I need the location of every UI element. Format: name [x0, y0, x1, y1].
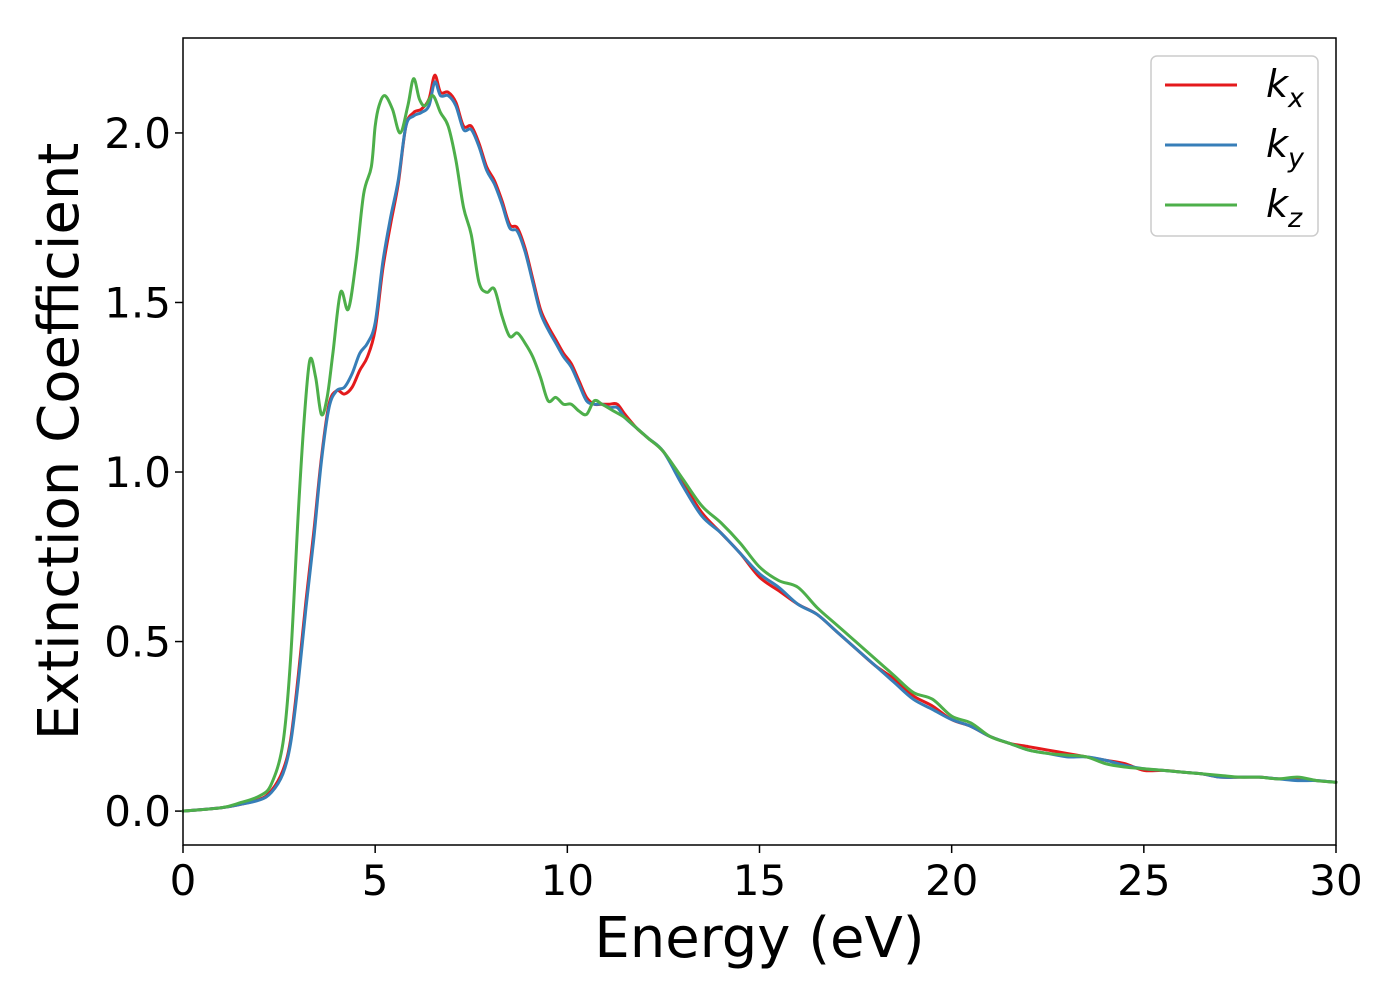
x-tick-label: 25 — [1117, 856, 1170, 905]
plot-area-frame — [182, 37, 1337, 846]
legend-label-kx: kx — [1266, 62, 1305, 114]
x-tick-label: 5 — [362, 856, 389, 905]
y-tick-label: 0.5 — [104, 618, 171, 667]
legend: kx ky kz — [1150, 55, 1319, 237]
y-tick-label: 2.0 — [104, 109, 171, 158]
x-tick-label: 10 — [541, 856, 594, 905]
legend-label-ky: ky — [1266, 122, 1305, 174]
x-tick-label: 15 — [733, 856, 786, 905]
y-tick-label: 1.5 — [104, 278, 171, 327]
y-tick-label: 0.0 — [104, 787, 171, 836]
y-axis-label: Extinction Coefficient — [27, 143, 92, 741]
x-tick-label: 0 — [170, 856, 197, 905]
x-tick-label: 20 — [925, 856, 978, 905]
series-lines — [181, 73, 1338, 813]
series-line-kz — [181, 77, 1338, 813]
y-tick-label: 1.0 — [104, 448, 171, 497]
x-axis-label: Energy (eV) — [594, 906, 924, 971]
x-tick-label: 30 — [1309, 856, 1362, 905]
y-axis-ticks: 0.0 0.5 1.0 1.5 2.0 — [104, 109, 183, 836]
x-axis-ticks: 0 5 10 15 20 25 30 — [170, 845, 1363, 905]
legend-label-kz: kz — [1266, 182, 1303, 234]
